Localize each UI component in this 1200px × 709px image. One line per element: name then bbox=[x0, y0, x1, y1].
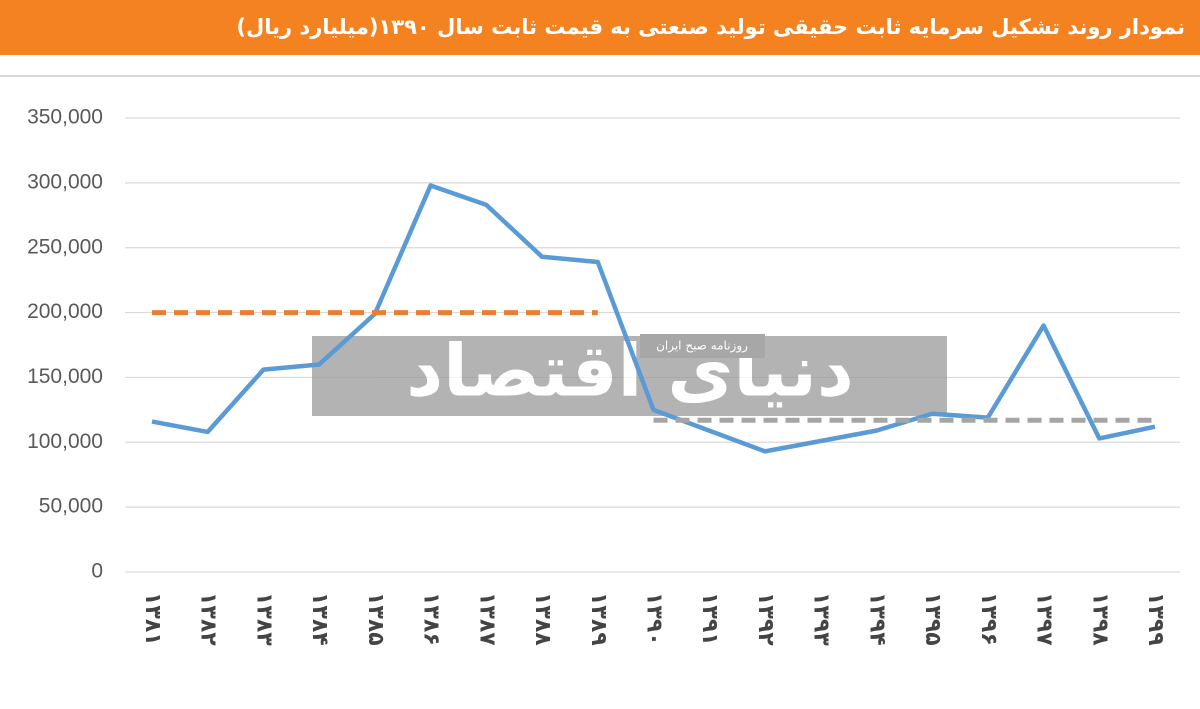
x-tick-label: ۱۳۸۹ bbox=[586, 592, 611, 646]
x-tick-label: ۱۳۹۳ bbox=[809, 592, 834, 646]
y-tick-label: 0 bbox=[91, 560, 103, 583]
x-tick-label: ۱۳۹۲ bbox=[753, 592, 778, 646]
x-tick-label: ۱۳۸۶ bbox=[419, 592, 444, 646]
x-tick-label: ۱۳۹۵ bbox=[920, 592, 945, 646]
y-tick-label: 100,000 bbox=[27, 430, 103, 453]
y-tick-label: 200,000 bbox=[27, 300, 103, 323]
x-tick-label: ۱۳۸۵ bbox=[363, 592, 388, 646]
x-tick-label: ۱۳۹۸ bbox=[1087, 592, 1112, 646]
y-tick-label: 150,000 bbox=[27, 365, 103, 388]
y-tick-label: 250,000 bbox=[27, 235, 103, 258]
watermark-tag bbox=[640, 334, 765, 358]
x-tick-label: ۱۳۸۷ bbox=[474, 592, 499, 646]
grid: 0 50,000 100,000 150,000 200,000 250,000 300,0… bbox=[27, 106, 1180, 646]
x-tick-label: ۱۳۸۸ bbox=[530, 592, 555, 646]
y-tick-label: 300,000 bbox=[27, 170, 103, 193]
y-tick-label: 50,000 bbox=[39, 495, 103, 518]
x-tick-label: ۱۳۸۲ bbox=[196, 592, 221, 646]
x-tick-label: ۱۳۹۶ bbox=[976, 592, 1001, 646]
y-tick-label: 350,000 bbox=[27, 106, 103, 129]
title-banner bbox=[0, 0, 1200, 55]
x-tick-label: ۱۳۸۳ bbox=[251, 592, 276, 646]
x-tick-label: ۱۳۸۴ bbox=[307, 592, 332, 646]
x-tick-label: ۱۳۹۹ bbox=[1143, 592, 1168, 646]
x-tick-label: ۱۳۹۱ bbox=[697, 592, 722, 646]
x-tick-label: ۱۳۹۰ bbox=[642, 592, 667, 646]
data-line bbox=[151, 183, 1156, 454]
plot bbox=[151, 183, 1156, 454]
x-tick-label: ۱۳۹۷ bbox=[1032, 592, 1057, 646]
x-tick-label: ۱۳۸۱ bbox=[140, 592, 165, 646]
x-tick-label: ۱۳۹۴ bbox=[864, 592, 889, 646]
chart-title: نمودار روند تشکیل سرمایه ثابت حقیقی تولی… bbox=[236, 15, 1185, 39]
watermark-subtitle: روزنامه صبح ایران bbox=[656, 339, 748, 354]
